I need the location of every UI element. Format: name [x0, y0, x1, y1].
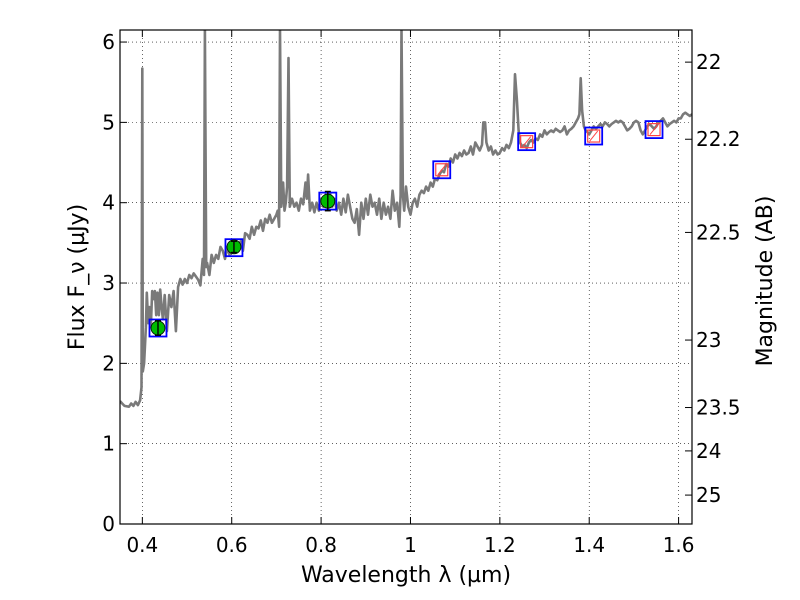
y-tick-label: 4 [102, 191, 115, 215]
model-photometry-square [148, 318, 168, 338]
upper-limit-square [520, 135, 534, 149]
photometry-markers [148, 120, 664, 338]
right-tick-label: 23 [696, 328, 721, 352]
x-tick-label: 0.4 [126, 533, 158, 557]
upper-limit-square [647, 123, 661, 137]
sed-series [120, 30, 692, 408]
tick-labels: 0.4 0.6 0.8 1 1.2 1.4 1.601234562222.222.52323… [102, 30, 740, 557]
y-tick-label: 0 [102, 512, 115, 536]
upper-limit-slash [522, 136, 532, 147]
model-photometry-square [432, 160, 452, 180]
upper-limit-slash [437, 164, 447, 176]
x-tick-label: 1.2 [484, 533, 516, 557]
x-tick-label: 0.8 [305, 533, 337, 557]
upper-limit-slash [649, 124, 659, 135]
right-tick-label: 23.5 [696, 396, 741, 420]
right-tick-label: 24 [696, 439, 721, 463]
plot-frame [119, 29, 693, 525]
y-axis-label: Flux F_ν (µJy) [65, 204, 90, 350]
right-tick-label: 22.5 [696, 220, 741, 244]
model-photometry-square [224, 238, 244, 258]
model-photometry-square [517, 132, 537, 152]
y-tick-label: 3 [102, 271, 115, 295]
tick-marks [120, 30, 692, 525]
y-tick-label: 6 [102, 30, 115, 54]
x-tick-label: 0.6 [216, 533, 248, 557]
upper-limit-square [587, 129, 601, 143]
upper-limit-slash [589, 130, 599, 142]
right-tick-label: 22 [696, 50, 721, 74]
y-tick-label: 5 [102, 110, 115, 134]
right-tick-label: 25 [696, 483, 721, 507]
x-tick-label: 1.4 [573, 533, 605, 557]
right-tick-label: 22.2 [696, 127, 741, 151]
y-tick-label: 2 [102, 351, 115, 375]
x-axis-label: Wavelength λ (µm) [301, 563, 511, 588]
model-photometry-square [584, 126, 604, 146]
x-tick-label: 1.6 [663, 533, 695, 557]
sed-line [120, 30, 692, 408]
y-tick-label: 1 [102, 432, 115, 456]
upper-limit-square [435, 163, 449, 177]
x-tick-label: 1 [404, 533, 417, 557]
right-axis-label: Magnitude (AB) [753, 196, 778, 367]
model-photometry-square [644, 120, 664, 140]
